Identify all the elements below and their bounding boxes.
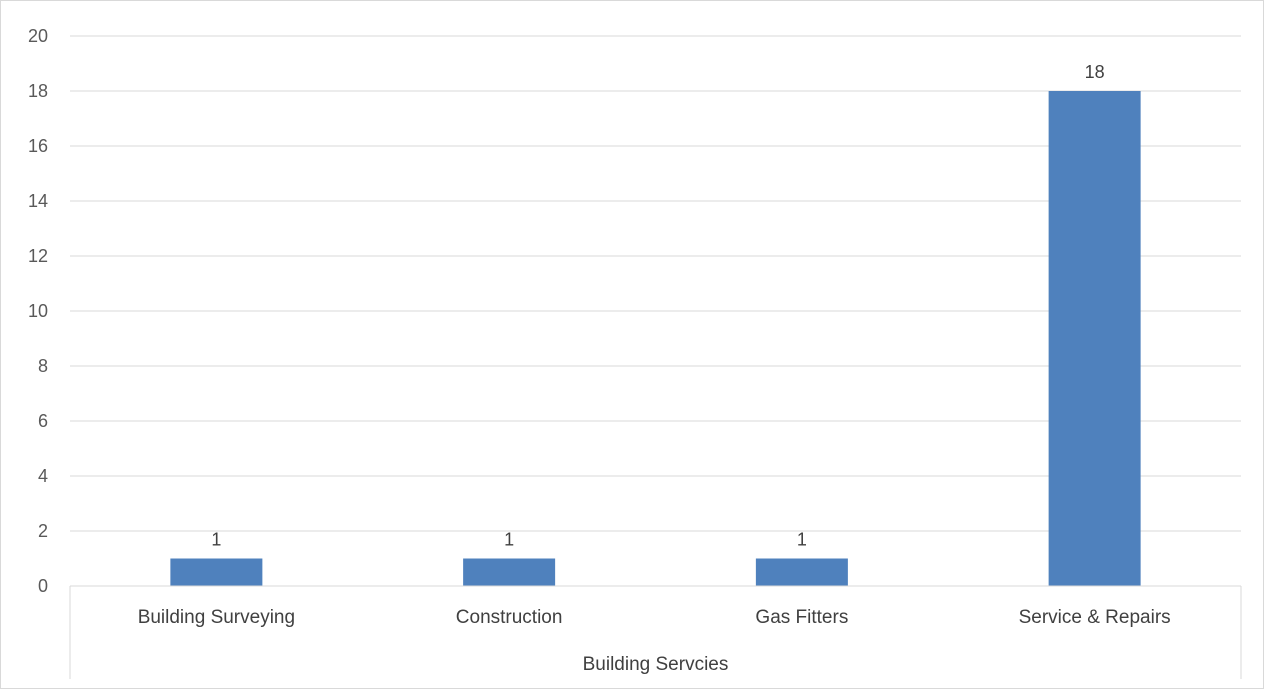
y-tick-label: 10	[28, 301, 48, 321]
y-tick-label: 18	[28, 81, 48, 101]
x-category-label: Building Surveying	[138, 607, 295, 628]
data-label: 1	[211, 530, 221, 550]
x-category-label: Construction	[456, 607, 563, 628]
x-category-label: Gas Fitters	[755, 607, 848, 628]
y-tick-label: 20	[28, 26, 48, 46]
data-labels: 1 1 1 18	[211, 62, 1104, 550]
bar	[1048, 91, 1141, 586]
data-label: 18	[1085, 62, 1105, 82]
bar	[755, 558, 848, 586]
bars	[170, 91, 1141, 586]
data-label: 1	[797, 530, 807, 550]
y-tick-label: 2	[38, 521, 48, 541]
bar	[463, 558, 556, 586]
y-tick-label: 12	[28, 246, 48, 266]
y-tick-label: 4	[38, 466, 48, 486]
bar	[170, 558, 263, 586]
y-tick-label: 8	[38, 356, 48, 376]
x-axis-category-labels: Building Surveying Construction Gas Fitter…	[138, 607, 1171, 628]
y-tick-label: 14	[28, 191, 48, 211]
x-category-label: Service & Repairs	[1019, 607, 1171, 628]
y-tick-label: 6	[38, 411, 48, 431]
x-axis	[69, 585, 1242, 679]
grid-lines	[70, 35, 1241, 532]
y-tick-label: 16	[28, 136, 48, 156]
category-group-label: Building Servcies	[583, 654, 729, 675]
y-tick-label: 0	[38, 576, 48, 596]
data-label: 1	[504, 530, 514, 550]
y-axis-tick-labels: 0 2 4 6 8 10 12 14 16 18 20	[28, 26, 48, 596]
